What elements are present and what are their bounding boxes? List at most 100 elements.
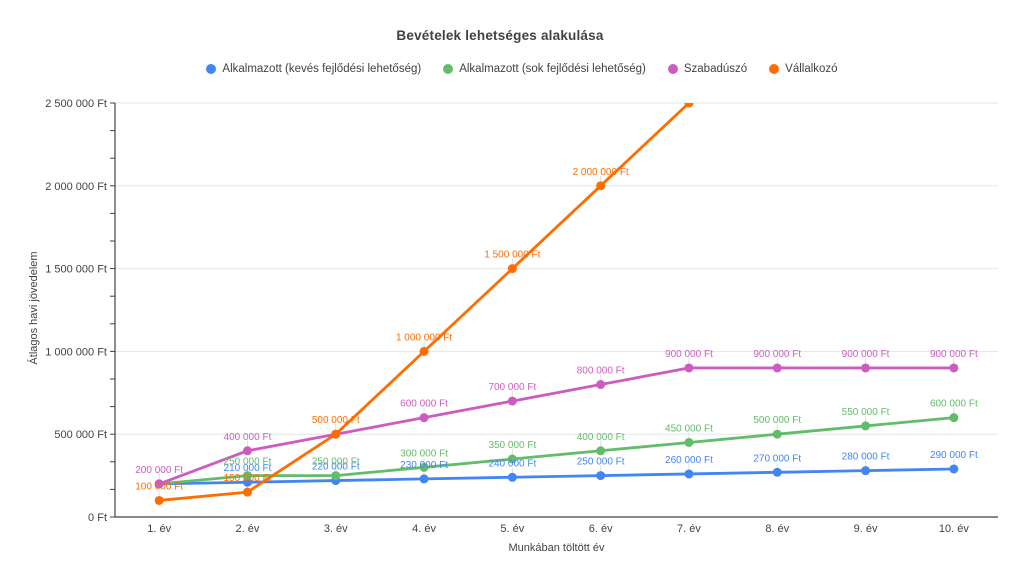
- point-value-label: 400 000 Ft: [224, 432, 272, 443]
- point-value-label: 250 000 Ft: [577, 457, 625, 468]
- legend-label: Vállalkozó: [785, 63, 838, 75]
- data-point: [596, 181, 606, 191]
- point-value-label: 400 000 Ft: [577, 432, 625, 443]
- point-value-label: 100 000 Ft: [135, 481, 183, 492]
- point-value-label: 1 500 000 Ft: [484, 250, 540, 261]
- point-value-label: 1 000 000 Ft: [396, 332, 452, 343]
- point-value-label: 280 000 Ft: [842, 452, 890, 463]
- point-value-label: 2 000 000 Ft: [573, 167, 629, 178]
- x-tick-label: 8. év: [765, 523, 789, 535]
- y-tick-label: 0 Ft: [88, 512, 107, 524]
- data-point: [507, 396, 517, 406]
- data-point: [684, 103, 694, 108]
- point-value-label: 200 000 Ft: [135, 465, 183, 476]
- legend-label: Alkalmazott (sok fejlődési lehetőség): [459, 63, 646, 75]
- legend-marker-icon: [769, 64, 780, 74]
- data-point: [684, 363, 694, 373]
- y-tick-label: 1 000 000 Ft: [45, 346, 107, 358]
- x-tick-label: 5. év: [500, 523, 524, 535]
- data-point: [684, 469, 694, 479]
- x-tick-label: 3. év: [324, 523, 348, 535]
- point-value-label: 450 000 Ft: [665, 423, 713, 434]
- point-value-label: 550 000 Ft: [842, 407, 890, 418]
- point-value-label: 600 000 Ft: [400, 399, 448, 410]
- point-value-label: 270 000 Ft: [753, 453, 801, 464]
- point-value-label: 250 000 Ft: [312, 457, 360, 468]
- point-value-label: 250 000 Ft: [224, 457, 272, 468]
- x-tick-label: 4. év: [412, 523, 436, 535]
- legend-item-2[interactable]: Szabadúszó: [667, 63, 748, 75]
- data-point: [949, 413, 959, 423]
- y-tick-label: 1 500 000 Ft: [45, 264, 107, 276]
- point-value-label: 700 000 Ft: [488, 382, 536, 393]
- x-tick-label: 7. év: [677, 523, 701, 535]
- point-value-label: 500 000 Ft: [753, 415, 801, 426]
- point-value-label: 220 000 Ft: [312, 462, 360, 473]
- data-point: [419, 474, 429, 484]
- data-point: [596, 446, 606, 456]
- x-tick-label: 1. év: [147, 523, 171, 535]
- point-value-label: 800 000 Ft: [577, 366, 625, 377]
- x-tick-label: 2. év: [236, 523, 260, 535]
- data-point: [507, 472, 517, 482]
- chart-title: Bevételek lehetséges alakulása: [396, 28, 604, 43]
- point-value-label: 240 000 Ft: [488, 458, 536, 469]
- data-point: [596, 380, 606, 390]
- x-axis-title: Munkában töltött év: [508, 542, 605, 554]
- data-point: [419, 413, 429, 423]
- data-point: [507, 264, 517, 274]
- data-point: [419, 462, 429, 472]
- data-point: [772, 363, 782, 373]
- x-tick-label: 10. év: [939, 523, 969, 535]
- point-value-label: 350 000 Ft: [488, 440, 536, 451]
- data-point: [154, 495, 164, 505]
- series-3: [154, 103, 694, 505]
- data-point: [861, 466, 871, 476]
- data-point: [596, 471, 606, 481]
- series-line: [159, 467, 954, 486]
- data-point: [949, 363, 959, 373]
- point-value-label: 260 000 Ft: [665, 455, 713, 466]
- data-point: [154, 479, 164, 489]
- point-value-label: 500 000 Ft: [312, 415, 360, 426]
- point-value-label: 900 000 Ft: [665, 349, 713, 360]
- data-point: [772, 429, 782, 439]
- legend-label: Szabadúszó: [683, 63, 748, 75]
- y-tick-label: 2 500 000 Ft: [45, 98, 107, 110]
- data-point: [242, 446, 252, 456]
- legend-marker-icon: [667, 64, 678, 74]
- point-value-label: 210 000 Ft: [224, 463, 272, 474]
- series-1: [154, 413, 959, 489]
- y-axis-title: Átlagos havi jövedelem: [28, 251, 40, 365]
- data-point: [242, 477, 252, 487]
- x-tick-label: 6. év: [589, 523, 613, 535]
- data-point: [684, 437, 694, 447]
- legend-marker-icon: [443, 64, 454, 74]
- x-tick-label: 9. év: [854, 523, 878, 535]
- legend-item-0[interactable]: Alkalmazott (kevés fejlődési lehetőség): [206, 63, 421, 75]
- data-point: [419, 346, 429, 356]
- data-point: [242, 471, 252, 481]
- point-value-label: 150 000 Ft: [224, 473, 272, 484]
- data-point: [772, 467, 782, 477]
- data-point: [861, 363, 871, 373]
- legend-label: Alkalmazott (kevés fejlődési lehetőség): [222, 63, 422, 75]
- data-point: [507, 454, 517, 464]
- point-value-label: 600 000 Ft: [930, 399, 978, 410]
- legend-marker-icon: [206, 64, 217, 74]
- point-value-label: 290 000 Ft: [930, 450, 978, 461]
- point-value-label: 900 000 Ft: [842, 349, 890, 360]
- point-value-label: 900 000 Ft: [753, 349, 801, 360]
- legend: Alkalmazott (kevés fejlődési lehetőség) A…: [0, 63, 1024, 75]
- legend-item-1[interactable]: Alkalmazott (sok fejlődési lehetőség): [443, 63, 646, 75]
- point-value-label: 900 000 Ft: [930, 349, 978, 360]
- data-point: [331, 429, 341, 439]
- data-point: [949, 464, 959, 474]
- legend-item-3[interactable]: Vállalkozó: [769, 63, 838, 75]
- data-point: [861, 421, 871, 431]
- y-tick-label: 500 000 Ft: [54, 429, 107, 441]
- data-point: [331, 471, 341, 481]
- series-line: [159, 416, 954, 486]
